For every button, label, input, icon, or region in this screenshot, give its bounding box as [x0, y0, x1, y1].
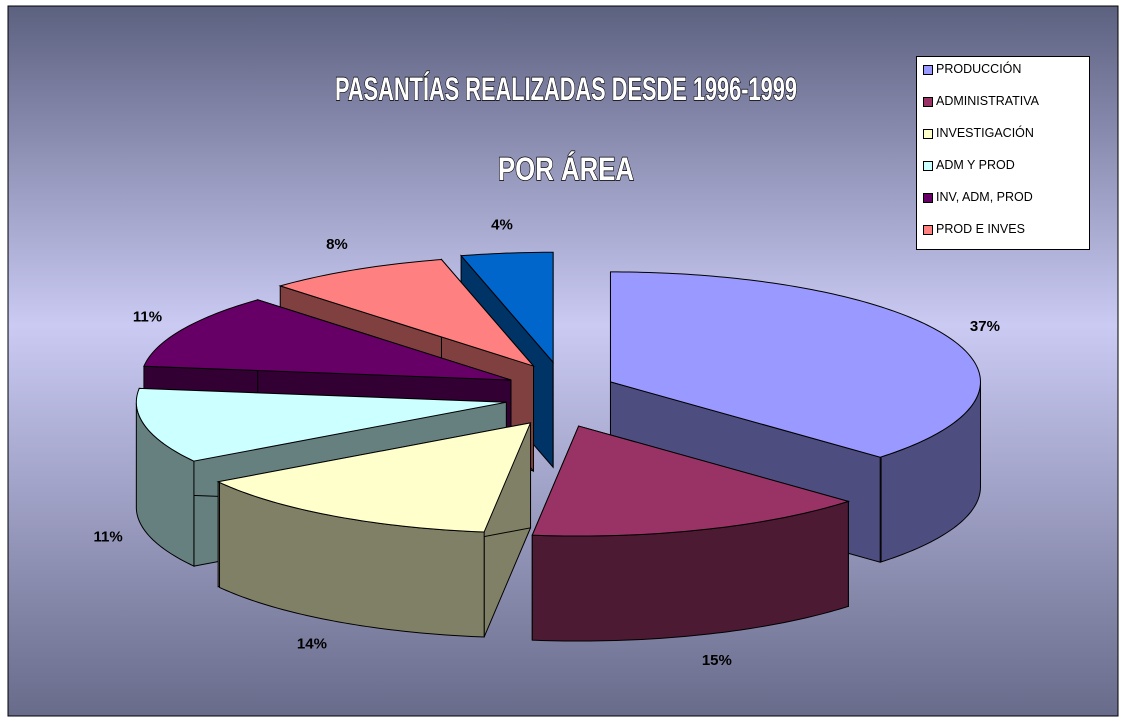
slice: [278, 259, 536, 368]
legend-label: INV, ADM, PROD: [936, 190, 1033, 204]
data-label: 11%: [94, 528, 123, 545]
slice: [216, 422, 532, 533]
legend-swatch: [923, 97, 933, 107]
legend-label: INVESTIGACIÓN: [936, 126, 1034, 140]
legend-label: ADMINISTRATIVA: [936, 94, 1040, 108]
legend-swatch: [923, 161, 933, 171]
slice: [135, 387, 507, 462]
data-label: 4%: [491, 216, 513, 233]
legend-swatch: [923, 129, 933, 139]
data-label: 14%: [297, 635, 327, 652]
slice: [143, 299, 512, 381]
legend-swatch: [923, 65, 933, 75]
data-label: 11%: [133, 308, 162, 325]
legend-label: PRODUCCIÓN: [936, 62, 1022, 76]
slice: [460, 251, 554, 364]
data-label: 37%: [970, 318, 1000, 335]
legend-label: ADM Y PROD: [936, 158, 1015, 172]
legend-label: PROD E INVES: [936, 222, 1025, 236]
legend: PRODUCCIÓN ADMINISTRATIVA INVESTIGACIÓN ADM…: [916, 56, 1090, 250]
legend-item: INV, ADM, PROD: [923, 191, 1086, 203]
legend-item: INVESTIGACIÓN: [923, 127, 1086, 139]
legend-item: PRODUCCIÓN: [923, 63, 1086, 75]
legend-item: ADMINISTRATIVA: [923, 95, 1046, 107]
slice: [609, 271, 981, 458]
data-label: 15%: [702, 652, 732, 669]
slice: [531, 425, 851, 537]
legend-item: ADM Y PROD: [923, 159, 1086, 171]
legend-swatch: [923, 225, 933, 235]
legend-item: PROD E INVES: [923, 223, 1086, 235]
chart-subtitle: POR ÁREA: [498, 151, 634, 187]
chart-title: PASANTÍAS REALIZADAS DESDE 1996-1999: [335, 71, 797, 107]
legend-swatch: [923, 193, 933, 203]
data-label: 8%: [326, 236, 348, 253]
